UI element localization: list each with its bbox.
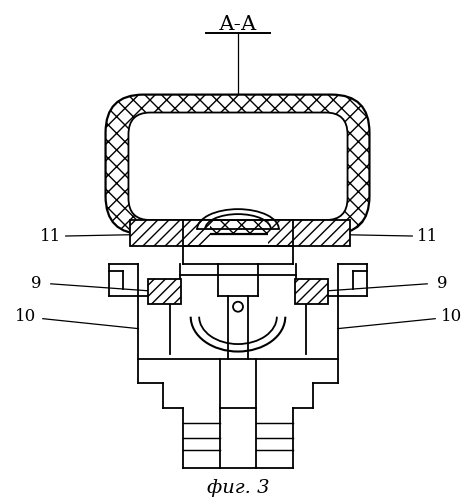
Bar xyxy=(148,279,181,304)
Circle shape xyxy=(233,302,242,312)
Text: 11: 11 xyxy=(416,228,437,245)
FancyBboxPatch shape xyxy=(105,95,369,234)
Bar xyxy=(130,220,349,246)
FancyBboxPatch shape xyxy=(128,113,347,220)
Text: 10: 10 xyxy=(439,308,461,325)
Text: 10: 10 xyxy=(15,308,37,325)
Text: 11: 11 xyxy=(40,228,61,245)
Bar xyxy=(130,220,209,246)
Text: 9: 9 xyxy=(436,275,446,292)
Bar xyxy=(268,220,349,246)
Text: 9: 9 xyxy=(30,275,41,292)
Text: фиг. 3: фиг. 3 xyxy=(206,479,268,497)
Bar xyxy=(294,279,327,304)
Text: А-А: А-А xyxy=(218,15,257,34)
